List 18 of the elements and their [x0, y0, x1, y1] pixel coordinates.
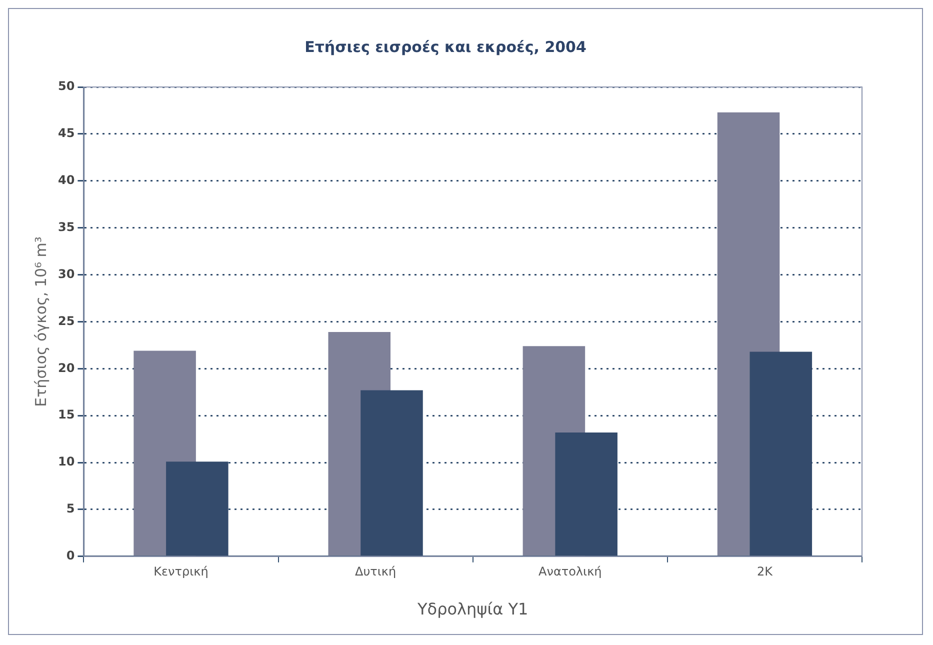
- x-tick-label: 2Κ: [756, 564, 774, 579]
- x-tick-label: Κεντρική: [154, 564, 208, 579]
- y-tick-label: 45: [58, 126, 75, 140]
- x-tick-label: Δυτική: [355, 564, 396, 579]
- y-tick-label: 30: [58, 266, 75, 281]
- y-tick-label: 0: [66, 548, 75, 563]
- chart-title: Ετήσιες εισροές και εκροές, 2004: [304, 38, 586, 56]
- y-tick-label: 25: [58, 314, 75, 328]
- y-tick-label: 50: [58, 79, 75, 94]
- y-tick-label: 20: [58, 360, 75, 375]
- y-tick-label: 35: [58, 220, 75, 234]
- y-tick-label: 5: [66, 502, 75, 516]
- y-axis-title: Ετήσιος όγκος, 10⁶ m³: [32, 236, 50, 407]
- y-tick-label: 15: [58, 408, 75, 422]
- x-tick-label: Ανατολική: [538, 564, 602, 579]
- y-tick-label: 10: [58, 454, 75, 469]
- y-tick-label: 40: [58, 173, 75, 188]
- x-axis-title: Υδροληψία Υ1: [416, 600, 528, 619]
